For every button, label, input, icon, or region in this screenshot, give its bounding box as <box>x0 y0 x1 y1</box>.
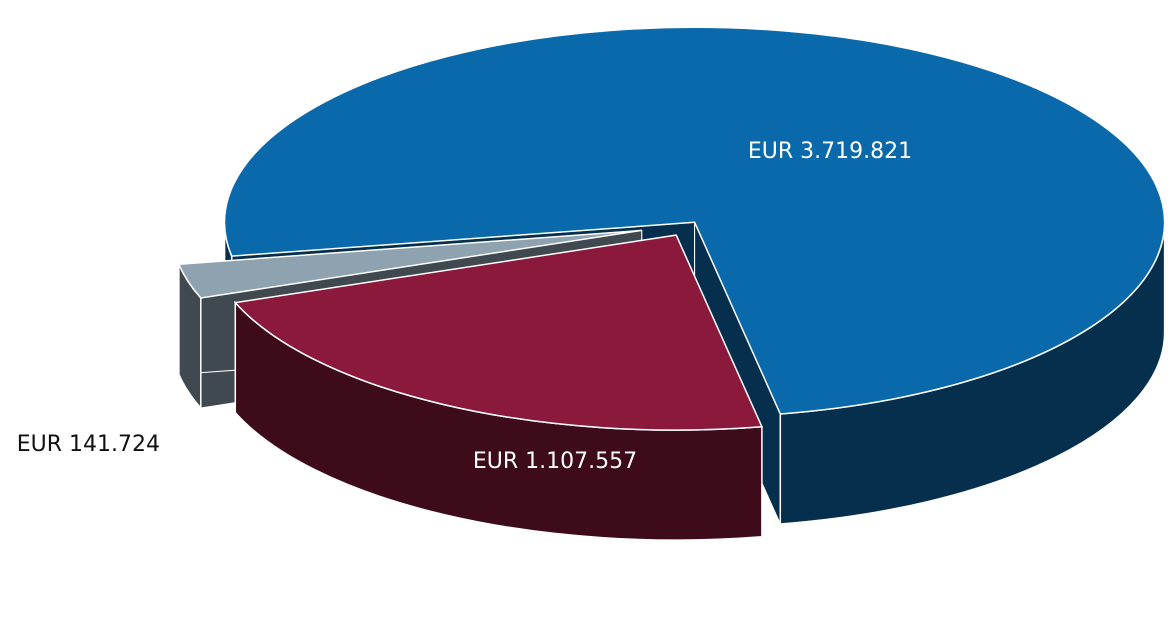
data-label: EUR 3.719.821 <box>748 139 912 164</box>
slice <box>223 26 1166 415</box>
data-label: EUR 141.724 <box>17 432 160 457</box>
slice <box>233 234 764 431</box>
slice <box>177 229 642 299</box>
data-label: EUR 1.107.557 <box>473 449 637 474</box>
